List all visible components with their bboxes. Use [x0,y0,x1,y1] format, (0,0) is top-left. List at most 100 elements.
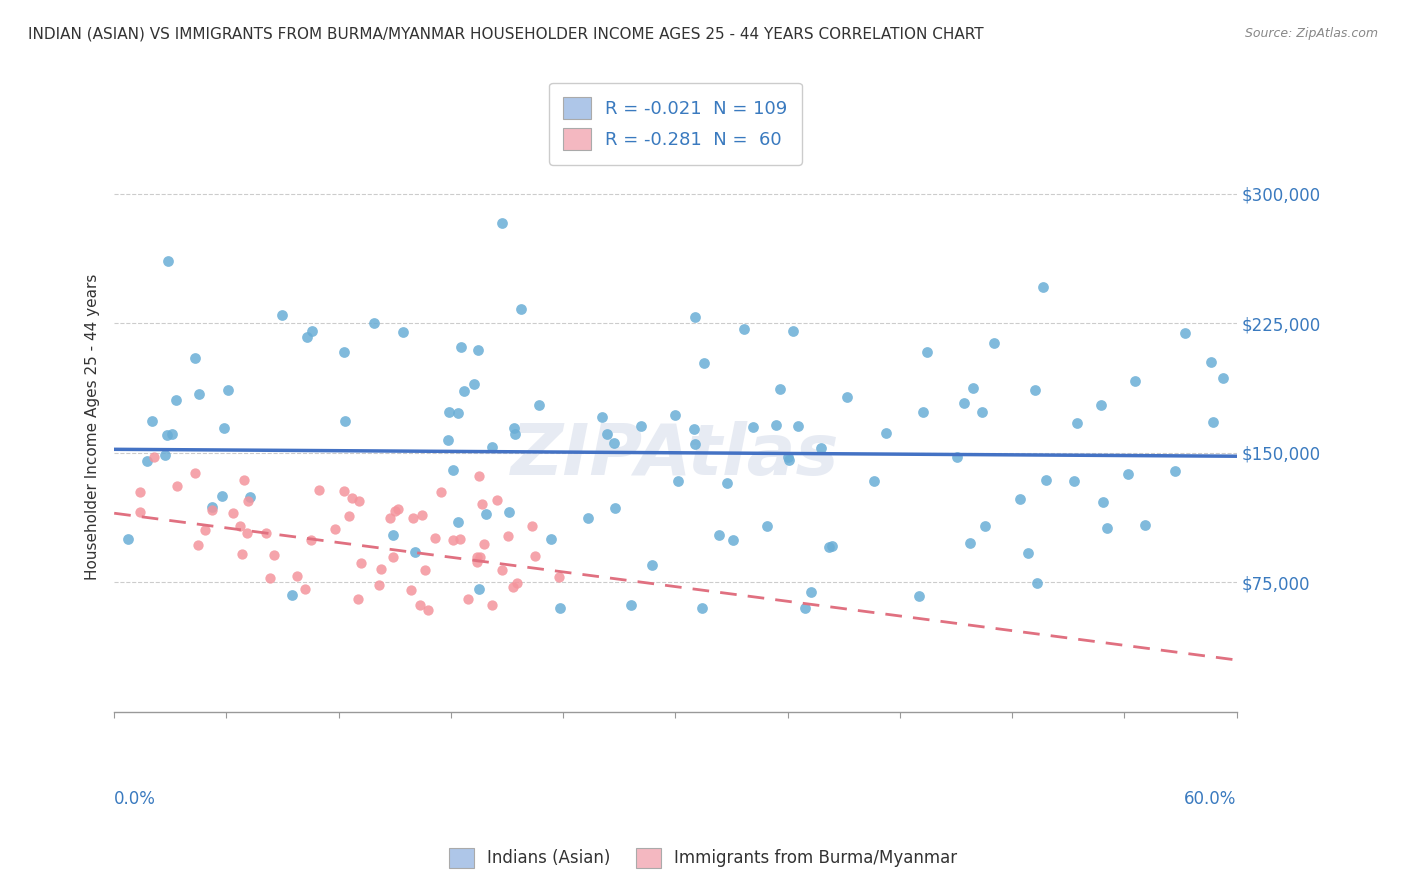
Point [301,325,323,339]
Point [297,330,319,344]
Point [166,478,188,492]
Point [1118,467,1140,481]
Point [603,435,626,450]
Point [1035,473,1057,487]
Point [540,532,562,546]
Point [399,582,422,597]
Point [742,420,765,434]
Point [233,474,256,488]
Point [165,393,187,408]
Point [491,563,513,577]
Point [502,421,524,435]
Point [187,538,209,552]
Text: ZIPAtlas: ZIPAtlas [512,421,839,490]
Point [380,511,402,525]
Point [576,511,599,525]
Point [970,405,993,419]
Point [733,322,755,336]
Text: 60.0%: 60.0% [1184,789,1237,807]
Point [962,382,984,396]
Point [503,427,526,442]
Point [716,475,738,490]
Text: Source: ZipAtlas.com: Source: ZipAtlas.com [1244,27,1378,40]
Point [294,582,316,596]
Point [416,603,439,617]
Point [392,325,415,339]
Point [471,497,494,511]
Point [794,601,817,615]
Point [387,501,409,516]
Point [821,540,844,554]
Point [201,500,224,514]
Point [308,483,330,498]
Point [212,420,235,434]
Point [157,253,180,268]
Point [983,335,1005,350]
Point [222,507,245,521]
Point [527,398,550,412]
Point [447,516,470,530]
Point [952,396,974,410]
Point [1091,495,1114,509]
Point [875,425,897,440]
Point [346,591,368,606]
Point [1066,416,1088,430]
Point [141,414,163,428]
Point [498,505,520,519]
Point [682,422,704,436]
Point [468,469,491,483]
Point [447,406,470,420]
Point [630,419,652,434]
Point [912,404,935,418]
Point [510,302,533,317]
Point [270,308,292,322]
Point [194,523,217,537]
Point [683,310,706,324]
Point [520,519,543,533]
Point [441,463,464,477]
Point [505,576,527,591]
Legend: Indians (Asian), Immigrants from Burma/Myanmar: Indians (Asian), Immigrants from Burma/M… [443,841,963,875]
Point [129,505,152,519]
Point [465,556,488,570]
Point [1202,415,1225,429]
Point [786,419,808,434]
Point [468,582,491,596]
Point [778,453,800,467]
Legend: R = -0.021  N = 109, R = -0.281  N =  60: R = -0.021 N = 109, R = -0.281 N = 60 [550,83,801,164]
Point [470,549,492,564]
Point [778,450,800,465]
Point [1123,374,1146,388]
Point [1212,370,1234,384]
Point [437,434,460,448]
Point [404,545,426,559]
Point [915,344,938,359]
Point [382,528,405,542]
Point [281,588,304,602]
Point [782,324,804,338]
Point [1032,280,1054,294]
Point [188,386,211,401]
Point [457,591,479,606]
Point [370,562,392,576]
Point [1017,546,1039,560]
Point [156,428,179,442]
Point [333,414,356,428]
Point [453,384,475,398]
Point [129,485,152,500]
Point [863,474,886,488]
Point [946,450,969,465]
Point [153,448,176,462]
Point [908,589,931,603]
Point [465,549,488,564]
Point [384,503,406,517]
Point [547,570,569,584]
Y-axis label: Householder Income Ages 25 - 44 years: Householder Income Ages 25 - 44 years [86,274,100,580]
Point [475,507,498,521]
Point [620,599,643,613]
Point [350,556,373,570]
Point [382,549,405,564]
Point [959,535,981,549]
Point [135,454,157,468]
Point [756,519,779,533]
